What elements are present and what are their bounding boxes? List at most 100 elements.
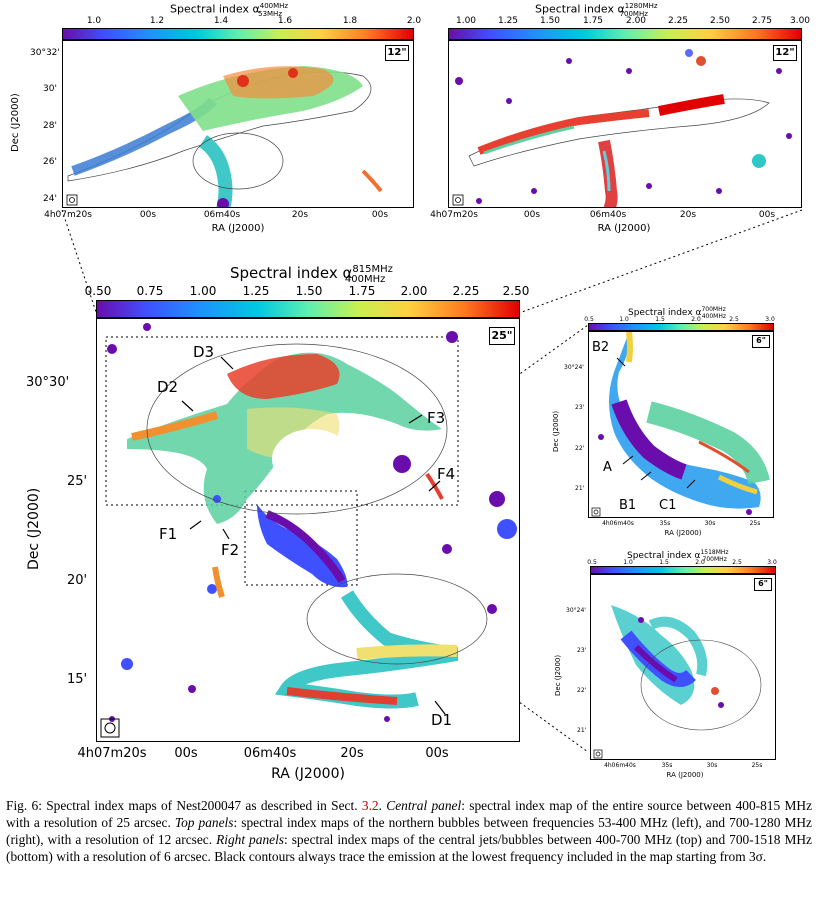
cbar-tick: 1.0 <box>86 16 102 26</box>
colorbar-title: Spectral index α815MHz400MHz <box>230 264 393 285</box>
y-tick: 28' <box>43 121 57 131</box>
cbar-tick: 3.00 <box>789 16 811 26</box>
cbar-tick: 1.2 <box>149 16 165 26</box>
cbar-tick: 2.50 <box>709 16 731 26</box>
y-tick: 30' <box>43 84 57 94</box>
x-tick: 20s <box>291 210 309 220</box>
y-tick: 21' <box>575 485 585 492</box>
cbar-tick: 2.00 <box>625 16 647 26</box>
colorbar-title: Spectral index α700MHz400MHz <box>628 306 727 320</box>
cbar-tick: 1.00 <box>189 284 217 298</box>
colorbar <box>62 28 414 40</box>
x-tick: 00s <box>425 746 449 761</box>
colorbar-title: Spectral index α1518MHz700MHz <box>627 549 729 563</box>
region-label: F1 <box>159 525 178 543</box>
cbar-tick: 2.25 <box>667 16 689 26</box>
cbar-tick: 3.0 <box>767 559 777 566</box>
cbar-tick: 1.4 <box>213 16 229 26</box>
cbar-tick: 1.0 <box>623 559 633 566</box>
resolution-badge: 12" <box>385 45 409 61</box>
cbar-tick: 2.00 <box>400 284 428 298</box>
cbar-tick: 2.5 <box>732 559 742 566</box>
cbar-tick: 2.0 <box>691 316 701 323</box>
cbar-tick: 0.50 <box>84 284 112 298</box>
resolution-badge: 6" <box>754 578 772 591</box>
colorbar <box>448 28 802 40</box>
cbar-tick: 1.5 <box>659 559 669 566</box>
map-frame: 6" B2 A B1 C1 <box>588 331 774 518</box>
y-tick: 30°24' <box>566 607 586 614</box>
y-tick: 30°30' <box>26 375 70 390</box>
colorbar-title: Spectral index α400MHz53MHz <box>170 2 289 18</box>
cbar-tick: 2.50 <box>502 284 530 298</box>
x-tick: 25s <box>749 520 761 527</box>
x-tick: 00s <box>139 210 157 220</box>
y-tick: 23' <box>577 647 587 654</box>
spectral-map <box>593 605 762 759</box>
cbar-tick: 1.00 <box>455 16 477 26</box>
cbar-tick: 1.25 <box>242 284 270 298</box>
cbar-tick: 1.75 <box>348 284 376 298</box>
cbar-tick: 2.0 <box>406 16 422 26</box>
y-tick: 20' <box>67 573 88 588</box>
y-tick: 22' <box>575 445 585 452</box>
x-tick: 35s <box>659 520 671 527</box>
cbar-tick: 1.8 <box>342 16 358 26</box>
cbar-tick: 1.6 <box>277 16 293 26</box>
map-frame: 25" D3 D2 F3 F4 F1 F2 D1 <box>96 318 520 742</box>
region-label: B1 <box>619 498 637 513</box>
spectral-map <box>100 323 517 738</box>
x-tick: 4h07m20s <box>430 210 478 220</box>
section-reference-link[interactable]: 3.2 <box>361 798 379 813</box>
cbar-tick: 2.25 <box>452 284 480 298</box>
x-tick: 4h07m20s <box>44 210 92 220</box>
y-axis-label: Dec (J2000) <box>554 654 562 696</box>
x-tick: 06m40s <box>243 746 297 761</box>
y-tick: 24' <box>43 194 57 204</box>
region-label: F2 <box>221 541 240 559</box>
x-tick: 00s <box>523 210 541 220</box>
x-tick: 00s <box>371 210 389 220</box>
resolution-badge: 25" <box>489 327 515 345</box>
cbar-tick: 0.75 <box>136 284 164 298</box>
x-tick: 30s <box>706 762 718 769</box>
x-tick: 30s <box>704 520 716 527</box>
cbar-tick: 1.25 <box>497 16 519 26</box>
cbar-tick: 2.75 <box>751 16 773 26</box>
region-label: A <box>603 460 612 475</box>
resolution-badge: 6" <box>752 335 770 348</box>
cbar-tick: 1.5 <box>655 316 665 323</box>
y-tick: 21' <box>577 727 587 734</box>
y-tick: 23' <box>575 404 585 411</box>
x-tick: 20s <box>679 210 697 220</box>
y-axis-label: Dec (J2000) <box>10 93 21 152</box>
x-tick: 4h06m40s <box>604 762 636 769</box>
x-tick: 4h06m40s <box>602 520 634 527</box>
colorbar <box>96 300 520 318</box>
x-tick: 06m40s <box>589 210 627 220</box>
cbar-tick: 2.0 <box>695 559 705 566</box>
cbar-tick: 1.50 <box>295 284 323 298</box>
x-axis-label: RA (J2000) <box>597 223 651 234</box>
x-tick: 00s <box>758 210 776 220</box>
cbar-tick: 0.5 <box>584 316 594 323</box>
cbar-tick: 1.50 <box>539 16 561 26</box>
cbar-tick: 1.75 <box>582 16 604 26</box>
x-tick: 06m40s <box>203 210 241 220</box>
figure-caption: Fig. 6: Spectral index maps of Nest20004… <box>6 798 813 864</box>
map-frame: 6" <box>590 574 776 760</box>
y-tick: 26' <box>43 157 57 167</box>
cbar-tick: 3.0 <box>765 316 775 323</box>
x-tick: 00s <box>174 746 198 761</box>
cbar-tick: 2.5 <box>729 316 739 323</box>
y-tick: 25' <box>67 474 88 489</box>
region-label: D3 <box>193 343 215 361</box>
cbar-tick: 1.0 <box>619 316 629 323</box>
resolution-badge: 12" <box>773 45 797 61</box>
y-tick: 22' <box>577 687 587 694</box>
y-tick: 15' <box>67 672 88 687</box>
x-tick: 4h07m20s <box>77 746 147 761</box>
cbar-tick: 0.5 <box>587 559 597 566</box>
spectral-map <box>591 332 770 517</box>
region-label: B2 <box>592 340 610 355</box>
